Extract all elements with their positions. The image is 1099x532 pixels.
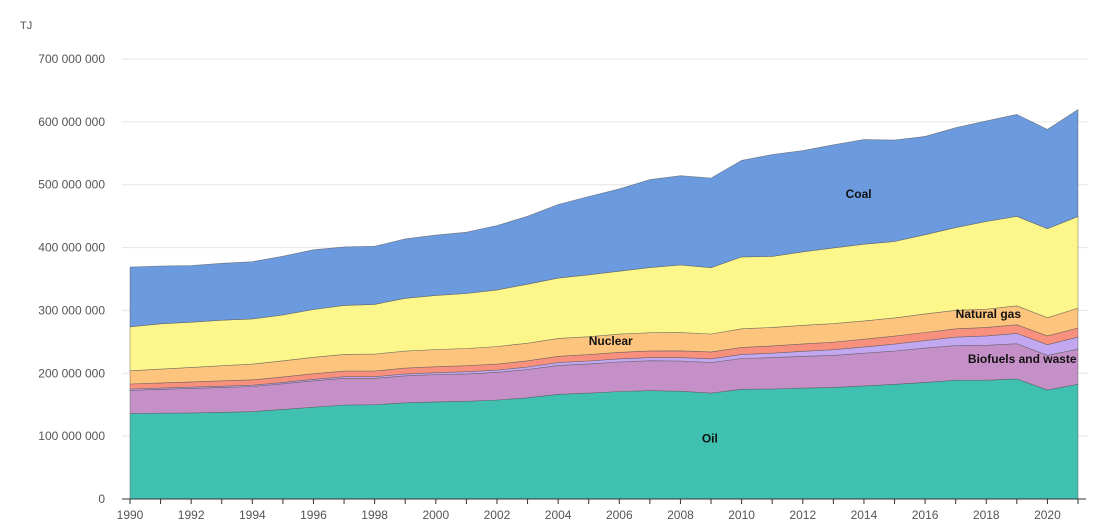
- series-label-coal: Coal: [846, 187, 872, 201]
- series-labels: Oil Biofuels and waste Nuclear Natural gas C…: [589, 187, 1077, 446]
- x-tick-label: 2014: [851, 508, 878, 522]
- x-tick-label: 2008: [667, 508, 694, 522]
- x-tick-label: 2016: [912, 508, 939, 522]
- series-label-nuclear: Nuclear: [589, 334, 633, 348]
- series-areas: [129, 109, 1079, 500]
- x-tick-label: 2018: [973, 508, 1000, 522]
- series-label-biofuels-and-waste: Biofuels and waste: [968, 352, 1077, 366]
- y-tick-label: 0: [98, 492, 105, 506]
- y-axis-unit-label: TJ: [20, 20, 32, 32]
- x-tick-label: 2010: [728, 508, 755, 522]
- x-tick-label: 2012: [789, 508, 816, 522]
- y-tick-label: 300 000 000: [38, 303, 105, 317]
- x-tick-label: 2020: [1034, 508, 1061, 522]
- x-tick-label: 2006: [606, 508, 633, 522]
- y-tick-label: 600 000 000: [38, 115, 105, 129]
- y-axis-tick-labels: 0 100 000 000 200 000 000 300 000 000 400 00…: [38, 52, 105, 506]
- x-tick-label: 1998: [361, 508, 388, 522]
- y-tick-label: 700 000 000: [38, 52, 105, 66]
- x-tick-label: 2002: [484, 508, 511, 522]
- x-axis-ticks: 1990 1992 1994 1996 1998 2000 2002 2004 2006 2008…: [117, 499, 1079, 522]
- x-tick-label: 2004: [545, 508, 572, 522]
- area-coal: [129, 109, 1079, 328]
- x-tick-label: 1990: [117, 508, 144, 522]
- series-label-natural-gas: Natural gas: [956, 307, 1022, 321]
- x-tick-label: 2000: [422, 508, 449, 522]
- x-tick-label: 1994: [239, 508, 266, 522]
- x-tick-label: 1996: [300, 508, 327, 522]
- y-tick-label: 100 000 000: [38, 429, 105, 443]
- y-tick-label: 200 000 000: [38, 366, 105, 380]
- series-label-oil: Oil: [702, 431, 718, 445]
- y-tick-label: 400 000 000: [38, 241, 105, 255]
- x-tick-label: 1992: [178, 508, 205, 522]
- y-tick-label: 500 000 000: [38, 178, 105, 192]
